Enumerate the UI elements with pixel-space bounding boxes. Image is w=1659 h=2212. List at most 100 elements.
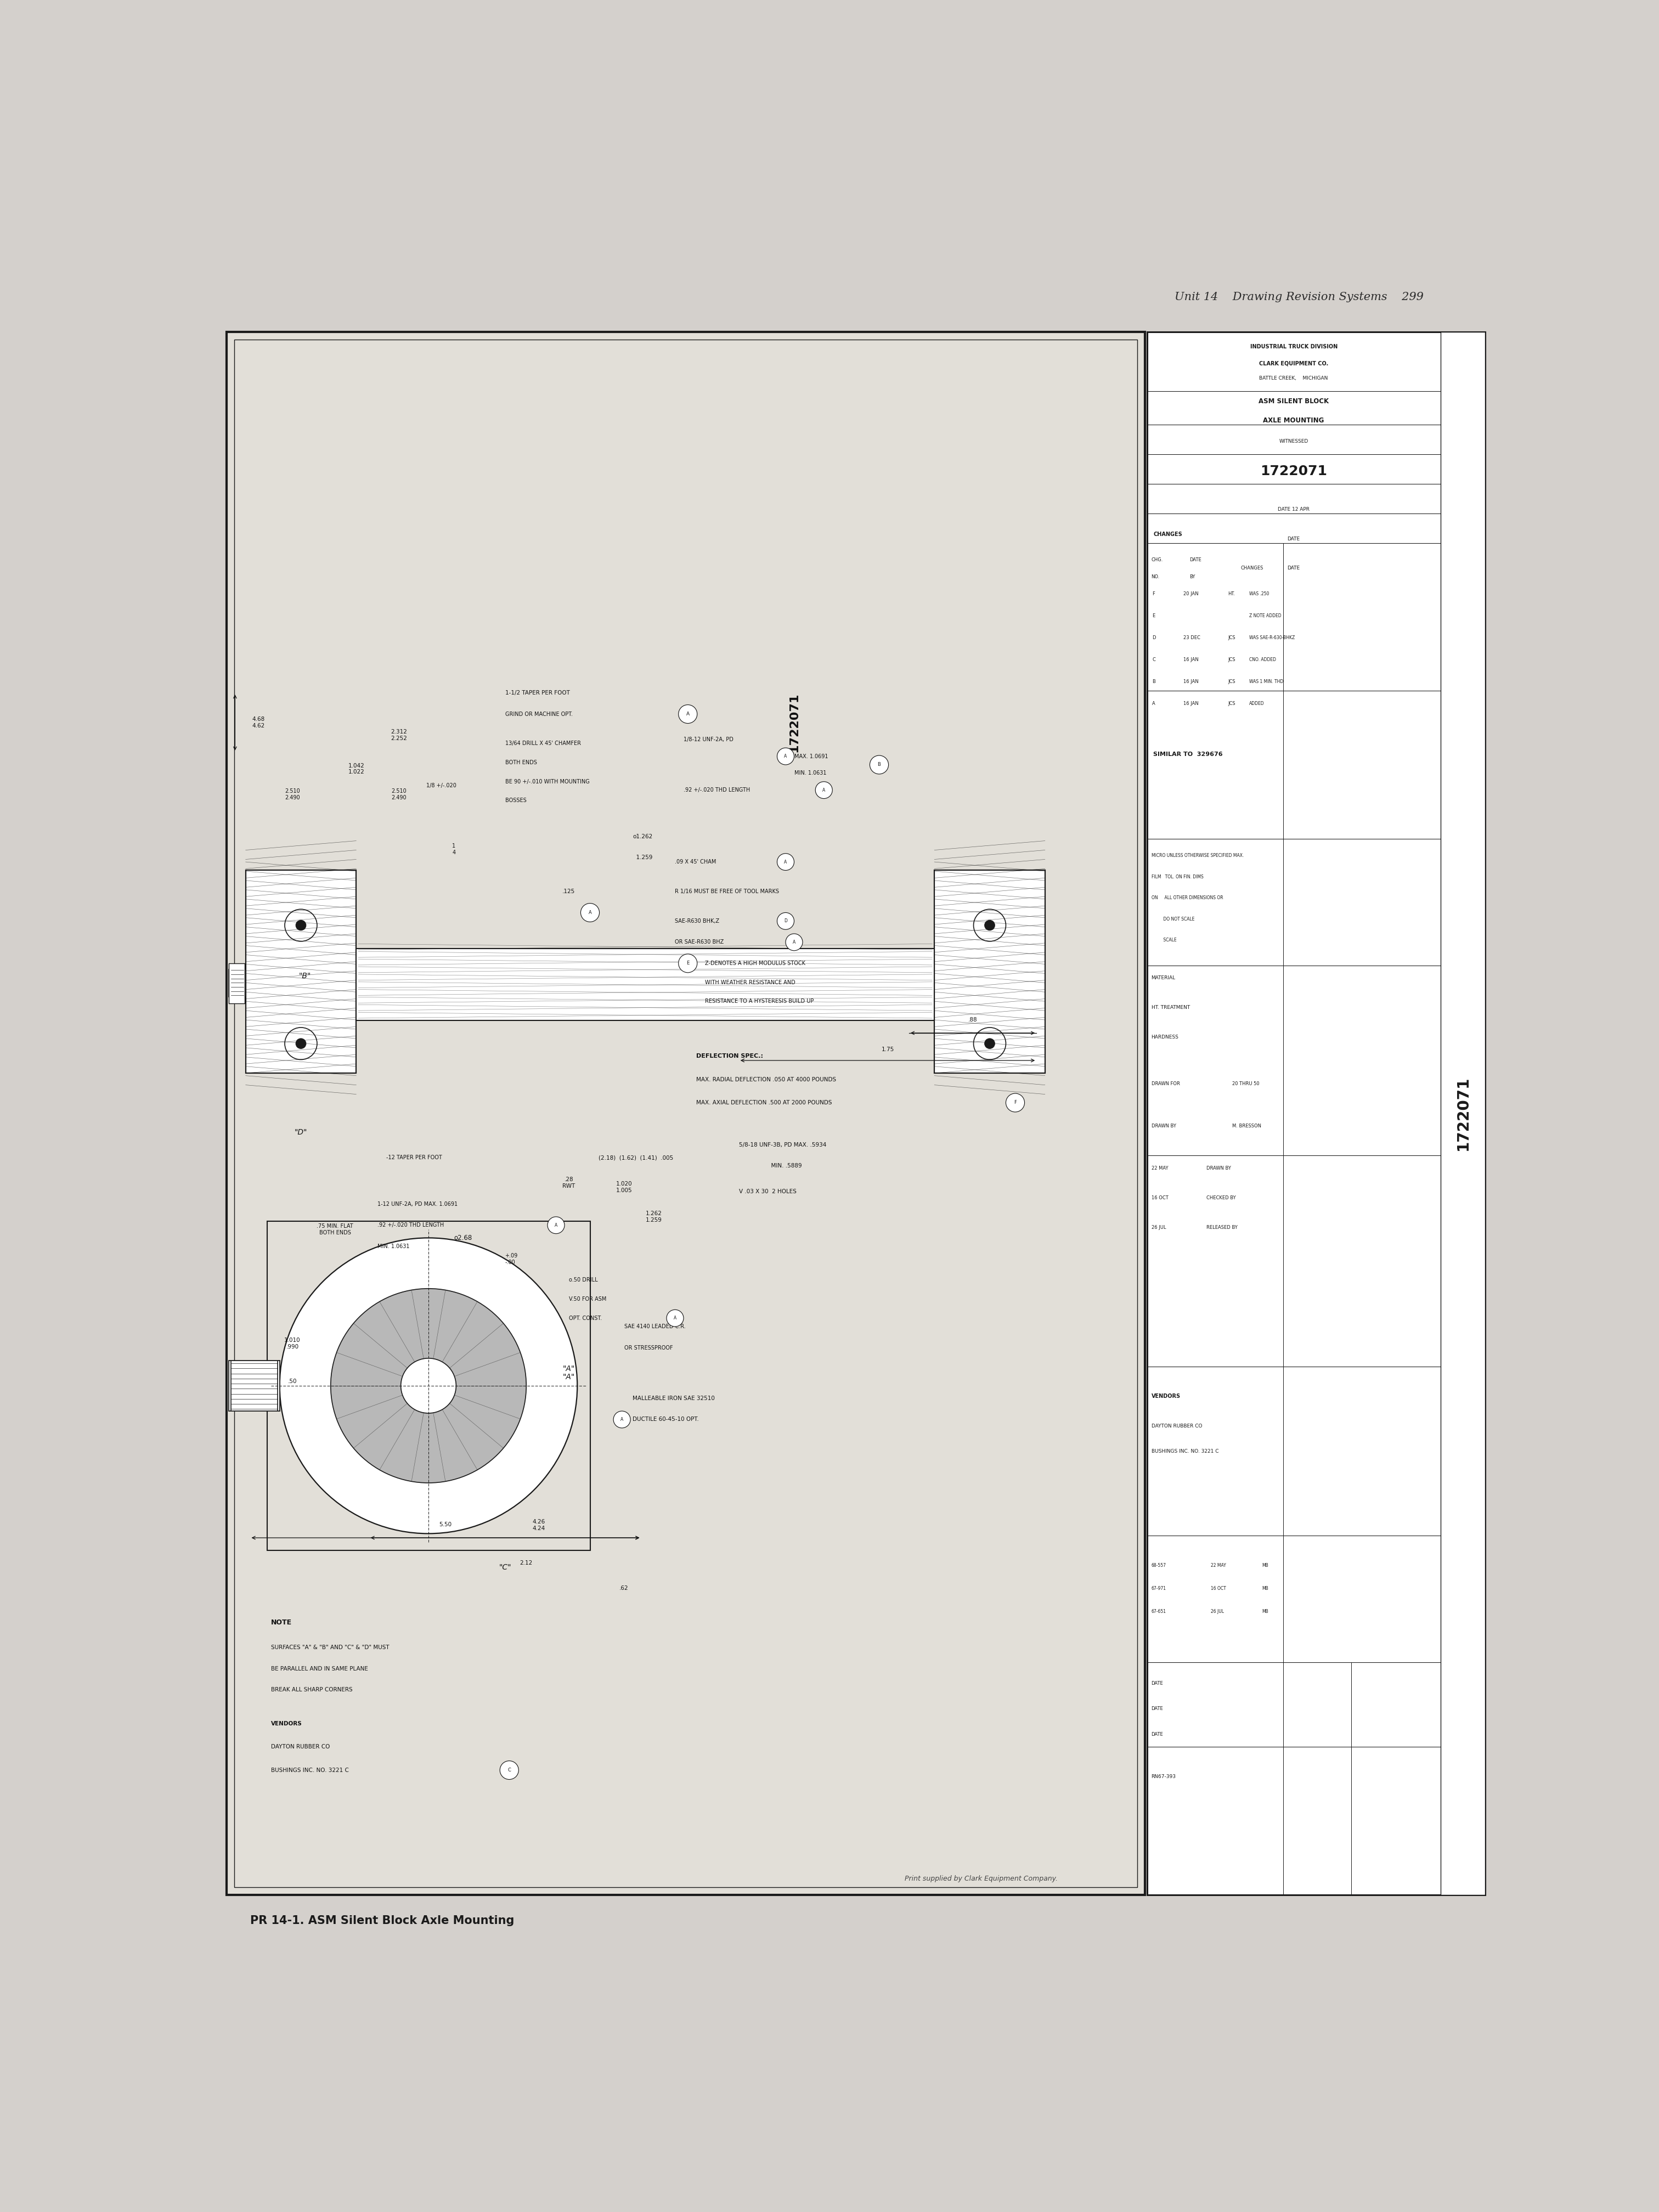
Text: DEFLECTION SPEC.:: DEFLECTION SPEC.: xyxy=(697,1053,763,1060)
Text: MATERIAL: MATERIAL xyxy=(1151,975,1176,980)
Text: DUCTILE 60-45-10 OPT.: DUCTILE 60-45-10 OPT. xyxy=(632,1416,698,1422)
Text: "C": "C" xyxy=(499,1564,511,1571)
Text: .09 X 45' CHAM: .09 X 45' CHAM xyxy=(675,858,717,865)
Text: D: D xyxy=(785,918,788,925)
Text: VENDORS: VENDORS xyxy=(1151,1394,1181,1398)
Text: DRAWN FOR: DRAWN FOR xyxy=(1151,1082,1180,1086)
Text: 5/8-18 UNF-3B, PD MAX. .5934: 5/8-18 UNF-3B, PD MAX. .5934 xyxy=(738,1141,826,1148)
Text: .92 +/-.020 THD LENGTH: .92 +/-.020 THD LENGTH xyxy=(684,787,750,792)
Circle shape xyxy=(285,909,317,942)
Text: 1.259: 1.259 xyxy=(632,856,652,860)
Circle shape xyxy=(815,781,833,799)
Circle shape xyxy=(581,902,599,922)
Text: BE 90 +/-.010 WITH MOUNTING: BE 90 +/-.010 WITH MOUNTING xyxy=(504,779,589,785)
Text: 67-651: 67-651 xyxy=(1151,1610,1166,1615)
Text: SCALE: SCALE xyxy=(1151,938,1176,942)
Text: DRAWN BY: DRAWN BY xyxy=(1151,1124,1176,1128)
Bar xyxy=(1146,332,1485,1896)
Text: .62: .62 xyxy=(619,1586,629,1590)
Text: 20 JAN: 20 JAN xyxy=(1183,591,1198,597)
Text: "A": "A" xyxy=(562,1365,576,1374)
Text: 16 OCT: 16 OCT xyxy=(1211,1586,1226,1590)
Text: BREAK ALL SHARP CORNERS: BREAK ALL SHARP CORNERS xyxy=(270,1688,353,1692)
Text: 2.510
2.490: 2.510 2.490 xyxy=(285,787,300,801)
Text: MICRO UNLESS OTHERWISE SPECIFIED MAX.: MICRO UNLESS OTHERWISE SPECIFIED MAX. xyxy=(1151,854,1244,858)
Text: 23 DEC: 23 DEC xyxy=(1183,635,1199,639)
Text: A: A xyxy=(620,1418,624,1422)
Text: Print supplied by Clark Equipment Company.: Print supplied by Clark Equipment Compan… xyxy=(904,1876,1058,1882)
Text: BE PARALLEL AND IN SAME PLANE: BE PARALLEL AND IN SAME PLANE xyxy=(270,1666,368,1672)
Circle shape xyxy=(679,953,697,973)
Text: MAX. 1.0691: MAX. 1.0691 xyxy=(795,754,828,759)
Text: .88: .88 xyxy=(969,1018,977,1022)
Text: 22 MAY: 22 MAY xyxy=(1151,1166,1168,1170)
Text: 4.68
4.62: 4.68 4.62 xyxy=(252,717,265,728)
Text: MALLEABLE IRON SAE 32510: MALLEABLE IRON SAE 32510 xyxy=(632,1396,715,1400)
Text: 16 JAN: 16 JAN xyxy=(1183,679,1198,684)
Text: A: A xyxy=(554,1223,557,1228)
Text: DATE: DATE xyxy=(1151,1705,1163,1712)
Text: 2.312
2.252: 2.312 2.252 xyxy=(390,730,406,741)
Text: .28
RWT: .28 RWT xyxy=(562,1177,576,1188)
Text: MAX. AXIAL DEFLECTION .500 AT 2000 POUNDS: MAX. AXIAL DEFLECTION .500 AT 2000 POUND… xyxy=(697,1099,833,1106)
Circle shape xyxy=(776,854,795,869)
Text: C: C xyxy=(508,1767,511,1772)
Text: DAYTON RUBBER CO: DAYTON RUBBER CO xyxy=(1151,1422,1203,1429)
Circle shape xyxy=(974,1029,1005,1060)
Text: RELEASED BY: RELEASED BY xyxy=(1206,1225,1238,1230)
Bar xyxy=(229,969,246,998)
Text: Z NOTE ADDED: Z NOTE ADDED xyxy=(1249,613,1281,617)
Text: ON     ALL OTHER DIMENSIONS OR: ON ALL OTHER DIMENSIONS OR xyxy=(1151,896,1223,900)
Text: 26 JUL: 26 JUL xyxy=(1211,1610,1224,1615)
Circle shape xyxy=(776,914,795,929)
Text: JCS: JCS xyxy=(1228,635,1236,639)
Text: 4.26
4.24: 4.26 4.24 xyxy=(533,1520,546,1531)
Text: OR STRESSPROOF: OR STRESSPROOF xyxy=(624,1345,672,1352)
Text: A: A xyxy=(785,754,786,759)
Text: "B": "B" xyxy=(299,971,312,980)
Text: A: A xyxy=(785,860,786,865)
Text: A: A xyxy=(1151,701,1155,706)
Text: CNO. ADDED: CNO. ADDED xyxy=(1249,657,1276,661)
Text: V.50 FOR ASM: V.50 FOR ASM xyxy=(569,1296,606,1303)
Circle shape xyxy=(280,1239,577,1533)
Text: BATTLE CREEK,    MICHIGAN: BATTLE CREEK, MICHIGAN xyxy=(1259,376,1329,380)
Text: OR SAE-R630 BHZ: OR SAE-R630 BHZ xyxy=(675,940,723,945)
Text: 1.042
1.022: 1.042 1.022 xyxy=(348,763,365,774)
Text: DRAWN BY: DRAWN BY xyxy=(1206,1166,1231,1170)
Text: 1
4: 1 4 xyxy=(453,843,456,856)
Text: SURFACES "A" & "B" AND "C" & "D" MUST: SURFACES "A" & "B" AND "C" & "D" MUST xyxy=(270,1646,390,1650)
Text: CHECKED BY: CHECKED BY xyxy=(1206,1194,1236,1201)
Text: 2.12: 2.12 xyxy=(519,1559,533,1566)
Circle shape xyxy=(974,909,1005,942)
Text: o1.262: o1.262 xyxy=(632,834,652,838)
Text: HARDNESS: HARDNESS xyxy=(1151,1035,1178,1040)
Text: D: D xyxy=(1151,635,1156,639)
Text: R 1/16 MUST BE FREE OF TOOL MARKS: R 1/16 MUST BE FREE OF TOOL MARKS xyxy=(675,889,780,894)
Bar xyxy=(934,869,1045,1073)
Text: V .03 X 30  2 HOLES: V .03 X 30 2 HOLES xyxy=(738,1188,796,1194)
Text: CLARK EQUIPMENT CO.: CLARK EQUIPMENT CO. xyxy=(1259,361,1329,367)
Text: NO.: NO. xyxy=(1151,575,1160,580)
Text: GRIND OR MACHINE OPT.: GRIND OR MACHINE OPT. xyxy=(504,712,572,717)
Text: 1/8 +/-.020: 1/8 +/-.020 xyxy=(426,783,456,790)
Text: 1722071: 1722071 xyxy=(1261,465,1327,478)
Text: JCS: JCS xyxy=(1228,657,1236,661)
Text: "D": "D" xyxy=(295,1128,307,1137)
Text: E: E xyxy=(1151,613,1155,617)
Text: JCS: JCS xyxy=(1228,679,1236,684)
Bar xyxy=(1440,332,1485,1896)
Text: BUSHINGS INC. NO. 3221 C: BUSHINGS INC. NO. 3221 C xyxy=(270,1767,348,1772)
Text: SAE 4140 LEADED C.R.: SAE 4140 LEADED C.R. xyxy=(624,1323,685,1329)
Text: HT.: HT. xyxy=(1228,591,1234,597)
Text: MIN. 1.0631: MIN. 1.0631 xyxy=(795,770,826,776)
Circle shape xyxy=(295,920,305,931)
Text: BOSSES: BOSSES xyxy=(504,799,526,803)
Bar xyxy=(234,338,1136,1887)
Text: DATE 12 APR: DATE 12 APR xyxy=(1277,507,1309,511)
Circle shape xyxy=(679,706,697,723)
Text: 1722071: 1722071 xyxy=(788,692,800,752)
Text: DO NOT SCALE: DO NOT SCALE xyxy=(1151,916,1194,922)
Circle shape xyxy=(295,1037,305,1048)
Circle shape xyxy=(499,1761,519,1778)
